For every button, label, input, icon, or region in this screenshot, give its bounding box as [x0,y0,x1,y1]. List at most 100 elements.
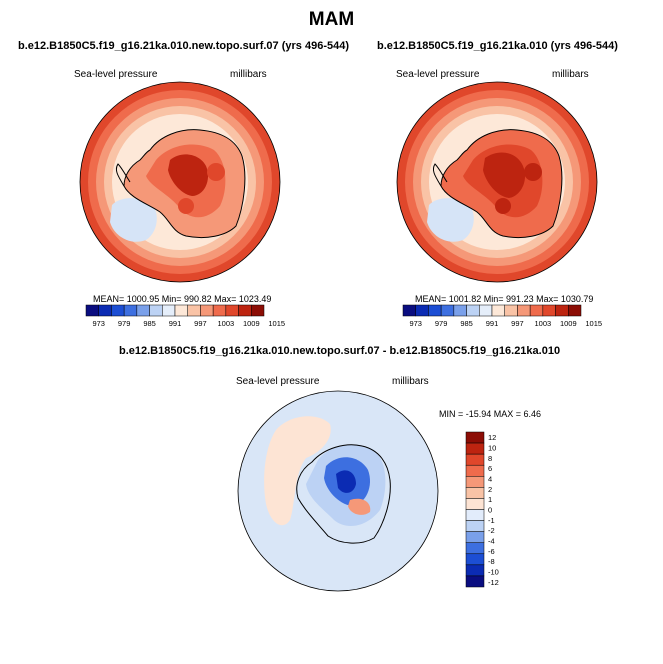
colorbar-diff-tick-label: 1 [488,495,492,504]
colorbar-diff-swatch [465,464,485,477]
colorbar-diff-swatch [465,476,485,488]
colorbar-1-tick-label: 991 [169,319,182,328]
colorbar-diff-tick-label: 12 [488,433,496,442]
diff-variable: Sea-level pressure [236,376,320,387]
colorbar-1-swatch [200,304,214,317]
colorbar-2-tick-label: 985 [460,319,473,328]
colorbar-2-swatch [440,304,455,317]
colorbar-1-tick-label: 1015 [268,319,285,328]
colorbar-diff-tick-label: -8 [488,557,495,566]
colorbar-2-swatch [479,304,493,317]
map-2-high-2 [483,152,526,198]
map-2 [397,82,597,282]
colorbar-2-tick-label: 973 [409,319,422,328]
colorbar-diff-tick-label: -6 [488,547,495,556]
panel-2-units: millibars [552,69,589,80]
map-diff [238,391,438,591]
colorbar-1-swatch [111,304,125,317]
map-2-high-3 [524,163,542,181]
colorbar-2-swatch [542,304,556,317]
colorbar-2-tick-label: 1009 [560,319,577,328]
colorbar-diff-swatch [465,453,485,466]
colorbar-2-swatch [517,304,531,317]
map-diff-border [237,390,439,592]
colorbar-diff-tick-label: -2 [488,526,495,535]
panel-2-title: b.e12.B1850C5.f19_g16.21ka.010 (yrs 496-… [377,40,618,52]
colorbar-diff-swatch [465,575,485,588]
map-diff-positive-1 [264,416,331,526]
colorbar-diff-swatch [465,509,485,521]
colorbar-diff-tick-label: 2 [488,485,492,494]
panel-1-units: millibars [230,69,267,80]
map-diff-negative-3 [336,470,356,493]
colorbar-diff-swatch [465,520,485,532]
map-1 [80,82,280,282]
colorbar-1-swatch [136,304,150,317]
colorbar-1-swatch [123,304,138,317]
colorbar-1-tick-label: 1009 [243,319,260,328]
colorbar-diff-swatch [465,498,485,510]
colorbar-diff-tick-label: 8 [488,454,492,463]
colorbar-2-swatch [491,304,505,317]
colorbar-2-swatch [504,304,518,317]
colorbar-1-swatch [85,304,99,317]
colorbar-diff-swatch [465,442,485,455]
map-2-peninsula [432,163,448,187]
map-diff-positive-2 [348,498,371,515]
colorbar-1-swatch [251,304,265,317]
colorbar-2-swatch [529,304,544,317]
colorbar-2-tick-label: 979 [435,319,448,328]
colorbar-1-swatch [238,304,252,317]
colorbar-1-tick-label: 1003 [218,319,235,328]
map-1-high-2 [168,154,209,196]
panel-2-stats: MEAN= 1001.82 Min= 991.23 Max= 1030.79 [415,294,594,304]
colorbar-diff-tick-label: -10 [488,568,499,577]
colorbar-2-swatch [555,304,569,317]
colorbar-1-swatch [187,304,201,317]
colorbar-diff-swatch [465,487,485,499]
colorbar-1-tick-label: 979 [118,319,131,328]
diff-title: b.e12.B1850C5.f19_g16.21ka.010.new.topo.… [119,345,561,357]
colorbar-1-swatch [225,304,239,317]
colorbar-diff-swatch [465,531,485,543]
colorbar-diff-swatch [465,553,485,566]
map-2-coastline [440,129,563,239]
colorbar-diff-swatch [465,431,485,444]
colorbar-1-swatch [98,304,112,317]
map-2-low-pressure-region [427,198,474,242]
colorbar-diff-swatch [465,542,485,555]
map-2-high-4 [495,198,511,214]
colorbar-diff-tick-label: 0 [488,506,492,515]
colorbar-2-swatch [466,304,480,317]
map-1-low-pressure-region [110,198,157,242]
panel-1-variable: Sea-level pressure [74,69,158,80]
colorbar-diff-tick-label: 4 [488,475,492,484]
colorbar-1-tick-label: 985 [143,319,156,328]
colorbar-2-swatch [428,304,442,317]
colorbar-1-swatch [174,304,188,317]
panel-1-stats: MEAN= 1000.95 Min= 990.82 Max= 1023.49 [93,294,272,304]
colorbar-1-swatch [162,304,176,317]
colorbar-1-tick-label: 997 [194,319,207,328]
panel-1-title: b.e12.B1850C5.f19_g16.21ka.010.new.topo.… [18,40,349,52]
diff-stats: MIN = -15.94 MAX = 6.46 [439,409,542,419]
panel-2-variable: Sea-level pressure [396,69,480,80]
colorbar-2-tick-label: 991 [486,319,499,328]
colorbar-1-swatch [149,304,163,317]
diff-units: millibars [392,376,429,387]
colorbar-1-swatch [212,304,227,317]
colorbar-1-tick-label: 973 [92,319,105,328]
colorbar-2-tick-label: 1003 [535,319,552,328]
map-1-coastline [123,129,246,239]
map-1-high-4 [178,198,194,214]
colorbar-2-swatch [415,304,429,317]
colorbar-diff-tick-label: -12 [488,578,499,587]
colorbars: 973 979 985 991 997 1003 1009 1015 973 979 985 991 9… [85,304,602,588]
colorbar-diff-tick-label: 10 [488,444,496,453]
colorbar-diff-swatch [465,564,485,577]
colorbar-diff-tick-label: -1 [488,516,495,525]
colorbar-2-swatch [568,304,582,317]
colorbar-diff-tick-label: -4 [488,537,495,546]
map-2-border [396,81,598,283]
